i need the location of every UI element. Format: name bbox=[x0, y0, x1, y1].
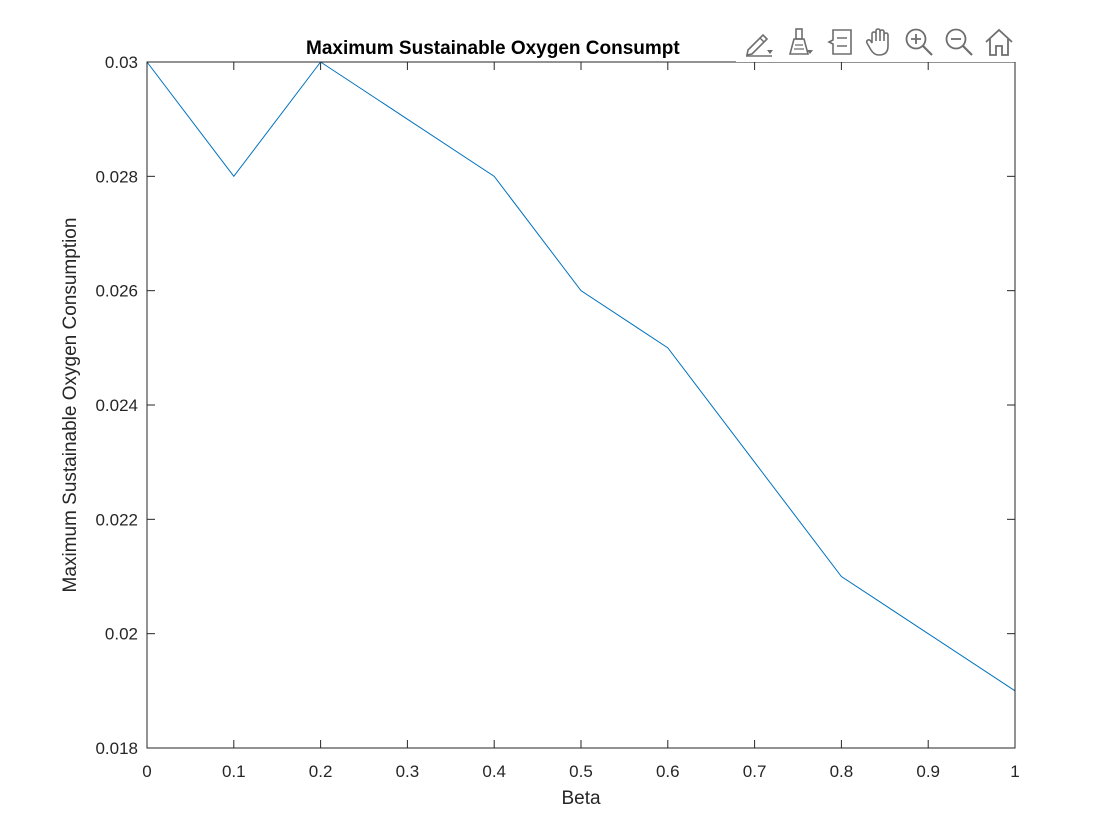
zoom-out-icon bbox=[945, 28, 973, 56]
x-tick-label: 0.7 bbox=[743, 762, 767, 781]
x-tick-label: 0.2 bbox=[309, 762, 333, 781]
legend-icon bbox=[827, 29, 852, 55]
series-line bbox=[146, 61, 1016, 692]
brush-button[interactable] bbox=[780, 23, 818, 61]
x-tick-label: 0.1 bbox=[222, 762, 246, 781]
tick-labels: 0 0.1 0.2 0.3 0.4 0.5 0.6 0.7 0.8 0.9 1 0.018 0.02 0.… bbox=[95, 53, 1019, 781]
zoom-in-button[interactable] bbox=[900, 23, 938, 61]
brush-icon bbox=[788, 28, 813, 55]
y-tick-label: 0.018 bbox=[95, 739, 138, 758]
y-tick-label: 0.02 bbox=[105, 625, 138, 644]
axes-box bbox=[146, 61, 1016, 749]
axes-toolbar bbox=[736, 22, 1022, 62]
plot-area bbox=[147, 62, 1015, 748]
x-tick-label: 0.8 bbox=[830, 762, 854, 781]
x-tick-label: 0 bbox=[142, 762, 151, 781]
y-tick-label: 0.024 bbox=[95, 396, 138, 415]
chart-title: Maximum Sustainable Oxygen Consumpt bbox=[306, 38, 680, 59]
pan-button[interactable] bbox=[860, 23, 898, 61]
x-tick-label: 1 bbox=[1010, 762, 1019, 781]
edit-button[interactable] bbox=[740, 23, 778, 61]
y-tick-label: 0.022 bbox=[95, 510, 138, 529]
y-axis-label: Maximum Sustainable Oxygen Consumption bbox=[60, 218, 81, 593]
x-tick-label: 0.6 bbox=[656, 762, 680, 781]
x-axis-label: Beta bbox=[561, 788, 601, 809]
zoom-out-button[interactable] bbox=[940, 23, 978, 61]
legend-button[interactable] bbox=[820, 23, 858, 61]
edit-icon bbox=[745, 33, 773, 57]
zoom-in-icon bbox=[905, 28, 933, 56]
y-tick-label: 0.026 bbox=[95, 282, 138, 301]
x-tick-label: 0.5 bbox=[569, 762, 593, 781]
y-tick-label: 0.028 bbox=[95, 167, 138, 186]
home-icon bbox=[985, 28, 1013, 56]
x-tick-label: 0.3 bbox=[396, 762, 420, 781]
x-tick-label: 0.9 bbox=[916, 762, 940, 781]
home-button[interactable] bbox=[980, 23, 1018, 61]
pan-icon bbox=[865, 28, 889, 56]
y-tick-label: 0.03 bbox=[105, 53, 138, 72]
x-tick-label: 0.4 bbox=[482, 762, 506, 781]
